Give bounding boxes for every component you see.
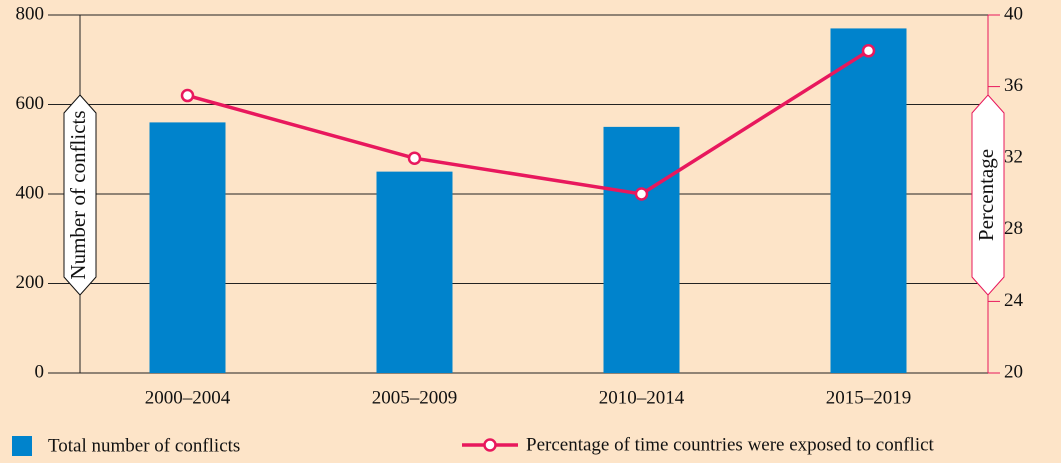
y-tick-label: 400 [16, 182, 45, 203]
y2-tick-label: 20 [1004, 361, 1023, 382]
legend-label: Percentage of time countries were expose… [526, 434, 935, 455]
axis-label-badge [971, 94, 1005, 296]
line-marker [407, 151, 422, 165]
x-tick-label: 2015–2019 [826, 387, 912, 408]
legend-label: Total number of conflicts [48, 435, 240, 456]
y-tick-label: 200 [16, 272, 45, 293]
x-tick-label: 2010–2014 [599, 387, 685, 408]
bar [376, 171, 453, 373]
legend-marker [483, 438, 497, 452]
y2-tick-label: 28 [1004, 218, 1023, 239]
axis-label: Percentage [974, 149, 998, 241]
bar [830, 28, 907, 374]
y-tick-label: 600 [16, 93, 45, 114]
legend-swatch [12, 436, 32, 456]
line-marker [634, 187, 649, 201]
line [187, 49, 870, 196]
y2-tick-label: 40 [1004, 3, 1023, 24]
y2-tick-label: 24 [1004, 290, 1024, 311]
axis-label: Number of conflicts [66, 110, 90, 279]
x-tick-label: 2000–2004 [145, 387, 231, 408]
bar [149, 122, 226, 374]
line-marker [180, 88, 195, 103]
axis-label-badge [63, 94, 97, 296]
y2-tick-label: 36 [1004, 75, 1023, 96]
bar [603, 126, 680, 373]
y-tick-label: 0 [35, 361, 45, 382]
line-marker [861, 44, 876, 58]
y-tick-label: 800 [16, 3, 45, 24]
x-tick-label: 2005–2009 [372, 387, 458, 408]
y2-tick-label: 32 [1004, 147, 1023, 168]
